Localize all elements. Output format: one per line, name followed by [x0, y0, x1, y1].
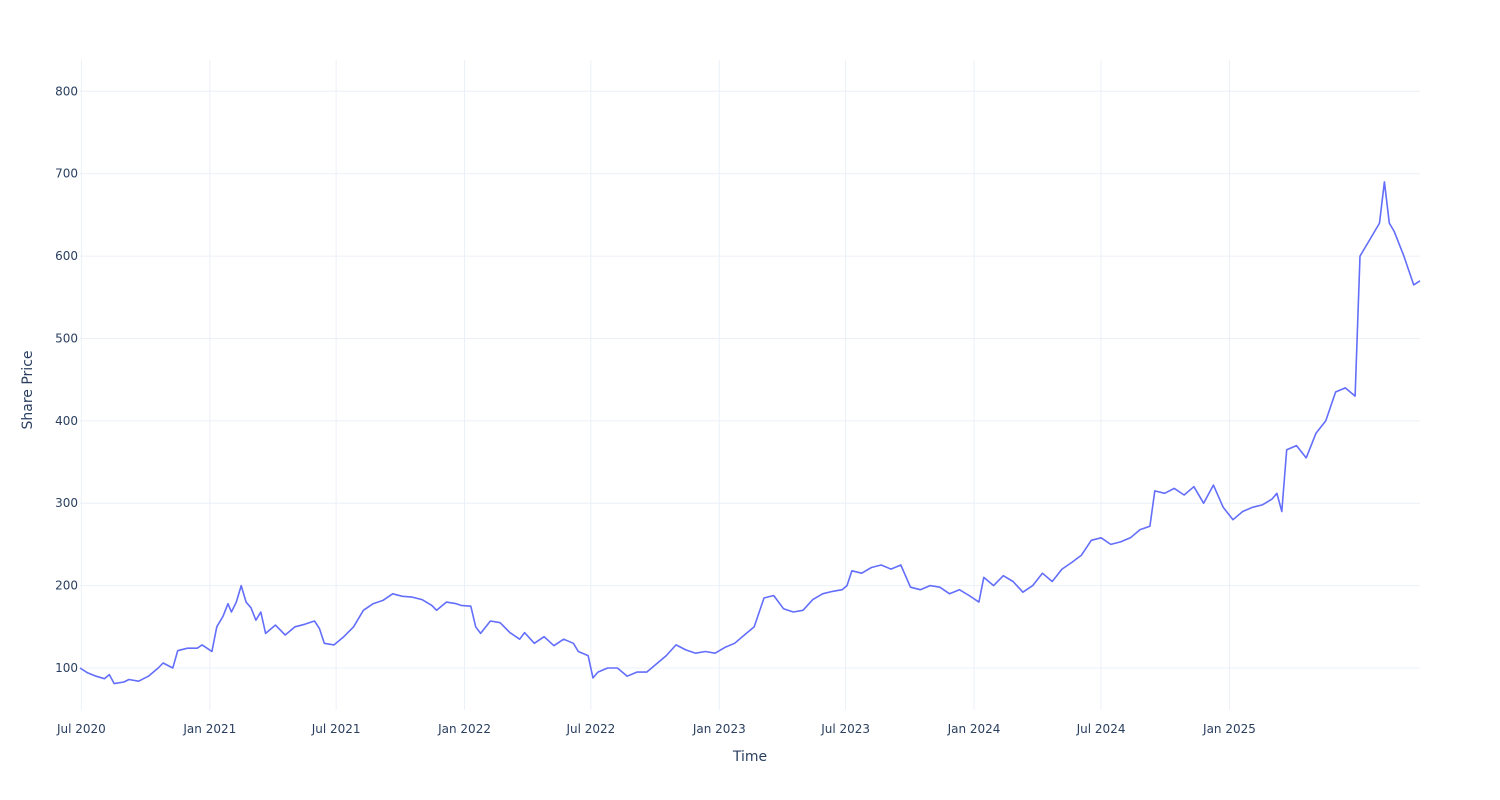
y-axis-title: Share Price [20, 350, 36, 429]
x-tick-label: Jan 2024 [947, 722, 1001, 736]
tick-labels: 100 200 300 400 500 600 700 800 Jul 2020 Jan 2021… [55, 84, 1256, 736]
series-layer [79, 181, 1421, 685]
x-tick-label: Jul 2022 [565, 722, 615, 736]
x-tick-label: Jan 2025 [1202, 722, 1256, 736]
y-tick-label: 100 [55, 661, 78, 675]
y-tick-label: 400 [55, 414, 78, 428]
y-tick-label: 200 [55, 579, 78, 593]
y-tick-label: 500 [55, 331, 78, 345]
x-tick-label: Jul 2024 [1076, 722, 1126, 736]
x-tick-label: Jul 2023 [820, 722, 870, 736]
y-tick-label: 300 [55, 496, 78, 510]
x-tick-label: Jan 2023 [692, 722, 746, 736]
x-tick-label: Jan 2021 [182, 722, 236, 736]
x-axis-title: Time [732, 749, 767, 765]
y-tick-label: 800 [55, 84, 78, 98]
x-tick-label: Jan 2022 [437, 722, 491, 736]
plot-background [80, 60, 1420, 710]
series-line [79, 181, 1421, 685]
x-tick-label: Jul 2021 [311, 722, 361, 736]
x-tick-label: Jul 2020 [56, 722, 106, 736]
y-tick-label: 600 [55, 249, 78, 263]
y-tick-label: 700 [55, 167, 78, 181]
grid [80, 60, 1420, 710]
